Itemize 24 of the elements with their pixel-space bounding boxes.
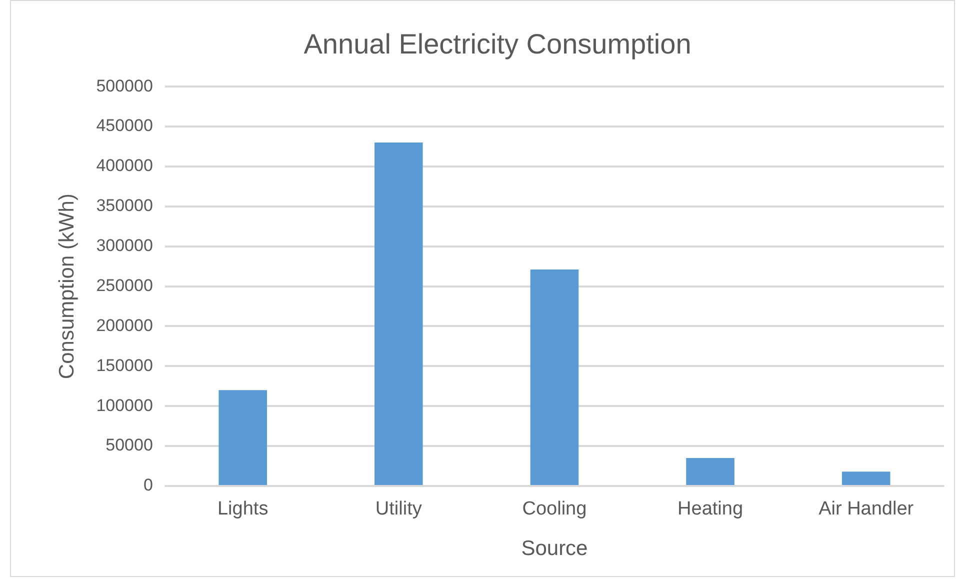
- bar: [842, 472, 890, 485]
- y-tick-label: 450000: [96, 116, 153, 136]
- y-tick-label: 350000: [96, 196, 153, 216]
- y-tick-label: 200000: [96, 316, 153, 335]
- chart-title: Annual Electricity Consumption: [304, 28, 692, 60]
- bar: [218, 390, 267, 485]
- x-tick-label: Lights: [217, 498, 268, 520]
- y-tick-label: 300000: [96, 236, 153, 256]
- y-tick-label: 100000: [96, 396, 153, 415]
- bar: [374, 142, 423, 485]
- x-tick-label: Utility: [375, 498, 422, 520]
- x-tick-label: Air Handler: [818, 498, 914, 520]
- y-tick-label: 150000: [96, 356, 153, 375]
- bar: [686, 458, 734, 485]
- y-tick-label: 50000: [106, 436, 153, 455]
- y-axis-title: Consumption (kWh): [55, 194, 78, 380]
- x-tick-label: Cooling: [522, 498, 587, 520]
- y-tick-label: 0: [143, 476, 153, 495]
- bar: [530, 270, 579, 485]
- x-axis-title: Source: [521, 537, 588, 560]
- y-tick-label: 500000: [96, 76, 153, 96]
- y-tick-label: 400000: [96, 156, 153, 176]
- y-tick-label: 250000: [96, 276, 153, 295]
- x-tick-label: Heating: [678, 498, 744, 520]
